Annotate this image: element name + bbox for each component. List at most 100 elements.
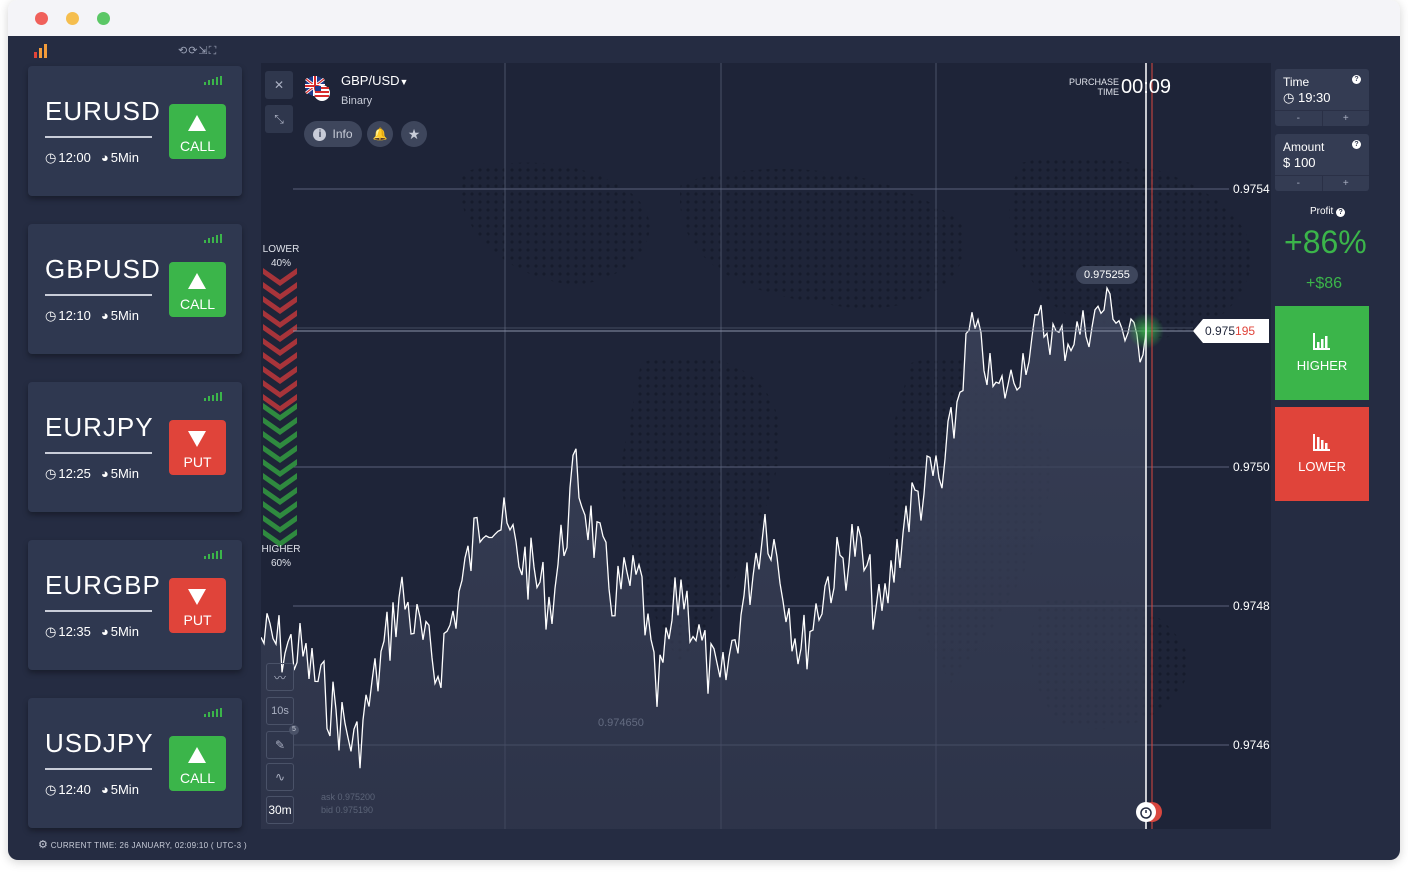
clock-icon: ◷ (45, 466, 57, 481)
arrow-down-icon (188, 431, 206, 447)
higher-button-label: HIGHER (1296, 358, 1348, 373)
close-chart-button[interactable]: ✕ (265, 71, 293, 99)
card-action-label: CALL (179, 770, 216, 786)
higher-sentiment: HIGHER 60% (261, 543, 301, 571)
interval-10s-button[interactable]: 10s (266, 697, 294, 725)
minimize-window-button[interactable] (66, 12, 79, 25)
card-put-button[interactable]: PUT (169, 420, 226, 475)
pencil-icon[interactable]: ✎ (266, 731, 294, 759)
signal-card-gbpusd[interactable]: GBPUSD ◷ 12:10 ◕ 5Min CALL (28, 224, 242, 354)
card-action-label: PUT (183, 454, 212, 470)
gear-icon[interactable]: ⚙ (38, 839, 49, 851)
card-call-button[interactable]: CALL (169, 736, 226, 791)
pair-selector[interactable]: GBP/USD▼ (341, 73, 408, 88)
card-duration: 5Min (110, 782, 139, 797)
lower-chevron (263, 268, 297, 286)
arrow-up-icon (188, 273, 206, 289)
lower-chevron (263, 282, 297, 300)
card-divider (45, 768, 152, 770)
maximize-window-button[interactable] (97, 12, 110, 25)
peak-price-label: 0.975255 (1076, 266, 1138, 284)
drawing-count-badge: 5 (289, 725, 299, 735)
higher-chevron (263, 431, 297, 449)
close-window-button[interactable] (35, 12, 48, 25)
lower-sentiment-pct: 40% (270, 258, 291, 269)
bell-icon[interactable]: 🔔 (367, 121, 393, 147)
ask-bid: ask 0.975200 bid 0.975190 (321, 791, 375, 817)
profit-amount: +$86 (1306, 275, 1343, 292)
time-selector[interactable]: Time ? ◷ 19:30 - + (1275, 69, 1369, 126)
profit-percentage: +86% (1284, 224, 1367, 260)
time-selector-label: Time (1283, 75, 1310, 89)
chevron-down-icon: ▼ (399, 77, 409, 87)
timer-icon: ◕ (100, 150, 109, 165)
lower-sentiment: LOWER 40% (261, 243, 301, 271)
higher-chevron (263, 417, 297, 435)
info-button[interactable]: i Info (304, 121, 362, 147)
card-divider (45, 136, 152, 138)
collapse-icon[interactable]: ⤡ (265, 105, 293, 133)
lower-button-label: LOWER (1298, 459, 1346, 474)
chart-type-icon[interactable]: 〰 (266, 663, 294, 691)
card-time: 12:35 (58, 624, 91, 639)
help-icon[interactable]: ? (1352, 75, 1361, 84)
card-meta: ◷ 12:35 ◕ 5Min (45, 624, 149, 640)
card-call-button[interactable]: CALL (169, 104, 226, 159)
card-meta: ◷ 12:00 ◕ 5Min (45, 150, 149, 166)
amount-selector[interactable]: Amount ? $ 100 - + (1275, 134, 1369, 191)
help-icon[interactable]: ? (1336, 208, 1346, 217)
lower-button[interactable]: LOWER (1275, 407, 1369, 501)
card-action-label: CALL (179, 296, 216, 312)
higher-chevron (263, 445, 297, 463)
card-divider (45, 610, 152, 612)
star-icon[interactable]: ★ (401, 121, 427, 147)
price-chart[interactable]: 0.9754 0.9750 0.9748 0.9746 0.975195 ✕ ⤡ GBP… (261, 63, 1271, 829)
signal-strength-icon (204, 708, 222, 717)
purchase-time-label: PURCHASE TIME (1069, 77, 1119, 97)
time-minus-button[interactable]: - (1296, 113, 1300, 124)
browser-window: ⟲⟳⇲⛶ EURUSD ◷ 12:00 ◕ 5Min CALL GBPUSD ◷ 12:10 ◕ 5… (8, 0, 1400, 860)
higher-sentiment-pct: 60% (270, 558, 291, 569)
option-type-label: Binary (341, 95, 373, 107)
higher-sentiment-label: HIGHER (261, 544, 301, 555)
help-icon[interactable]: ? (1352, 140, 1361, 149)
card-duration: 5Min (110, 150, 139, 165)
amount-plus-button[interactable]: + (1321, 176, 1370, 191)
current-time: ⚙ CURRENT TIME: 26 JANUARY, 02:09:10 ( U… (38, 838, 247, 851)
amount-stepper: - + (1275, 175, 1369, 191)
time-value: ◷ 19:30 (1283, 90, 1331, 106)
title-bar (8, 0, 1400, 36)
timer-icon: ◕ (100, 782, 109, 797)
card-put-button[interactable]: PUT (169, 578, 226, 633)
signal-card-eurgbp[interactable]: EURGBP ◷ 12:35 ◕ 5Min PUT (28, 540, 242, 670)
amount-minus-button[interactable]: - (1296, 178, 1300, 189)
profit-label-text: Profit (1310, 206, 1334, 217)
lower-chevron (263, 394, 297, 412)
higher-button[interactable]: HIGHER (1275, 306, 1369, 400)
indicator-icon[interactable]: ∿ (266, 763, 294, 791)
window-controls-icon[interactable]: ⟲⟳⇲⛶ (178, 45, 218, 57)
stopwatch-face (1140, 807, 1152, 819)
card-divider (45, 294, 152, 296)
y-tick-label: 0.9746 (1233, 738, 1270, 752)
interval-30m-button[interactable]: 30m (266, 796, 294, 824)
chart-logo-icon (34, 44, 47, 58)
y-tick-label: 0.9750 (1233, 460, 1270, 474)
price-chart-svg: 0.9754 0.9750 0.9748 0.9746 0.975195 (261, 63, 1270, 829)
card-call-button[interactable]: CALL (169, 262, 226, 317)
current-time-label: CURRENT TIME: 26 JANUARY, 02:09:10 ( UTC… (50, 841, 247, 850)
signal-card-usdjpy[interactable]: USDJPY ◷ 12:40 ◕ 5Min CALL (28, 698, 242, 828)
info-icon: i (313, 127, 327, 141)
lower-chevron (263, 310, 297, 328)
higher-chevron (263, 515, 297, 533)
bid-price: bid 0.975190 (321, 805, 374, 815)
higher-chevron (263, 501, 297, 519)
time-plus-button[interactable]: + (1321, 111, 1370, 126)
card-symbol: EURGBP (45, 570, 161, 600)
signal-card-eurusd[interactable]: EURUSD ◷ 12:00 ◕ 5Min CALL (28, 66, 242, 196)
chart-up-icon (1313, 333, 1330, 350)
trading-app: ⟲⟳⇲⛶ EURUSD ◷ 12:00 ◕ 5Min CALL GBPUSD ◷ 12:10 ◕ 5… (8, 36, 1400, 860)
timer-icon: ◕ (100, 624, 109, 639)
pair-label: GBP/USD (341, 73, 400, 88)
signal-card-eurjpy[interactable]: EURJPY ◷ 12:25 ◕ 5Min PUT (28, 382, 242, 512)
